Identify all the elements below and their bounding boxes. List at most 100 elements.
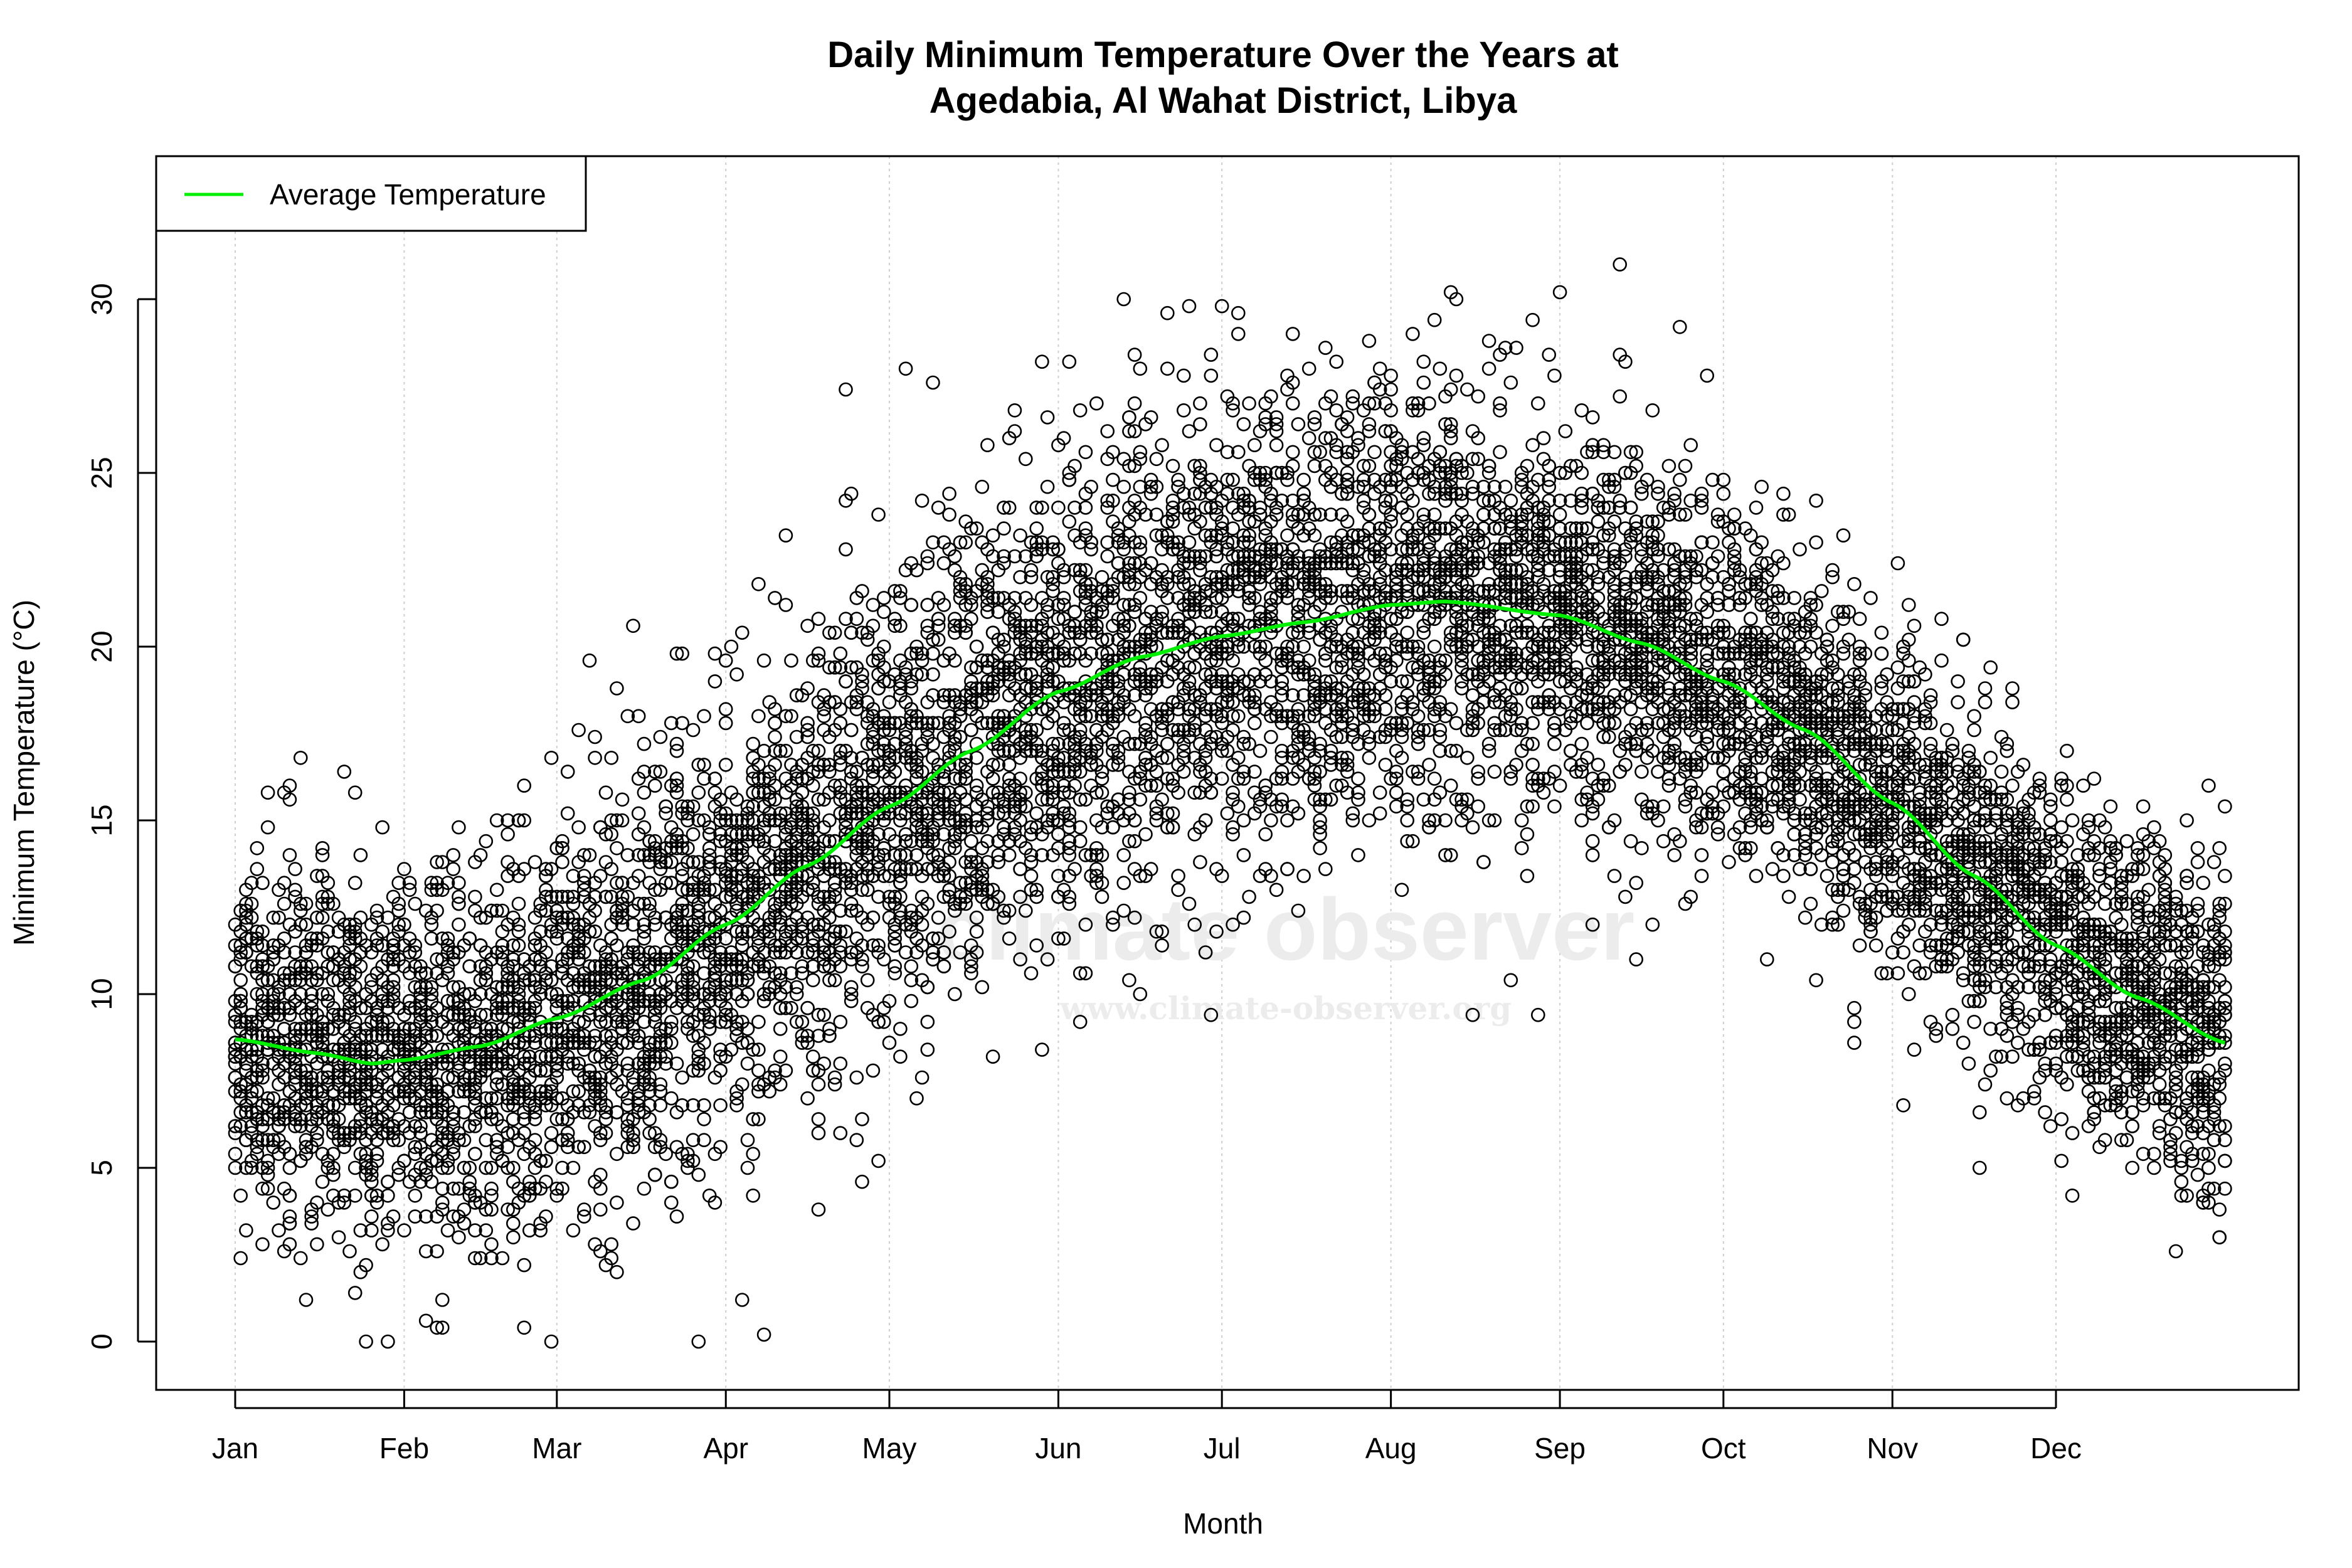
data-point xyxy=(664,1195,679,1210)
data-point xyxy=(839,542,853,557)
data-point xyxy=(233,1077,248,1092)
data-point xyxy=(593,1202,608,1217)
data-point xyxy=(250,841,265,856)
data-point xyxy=(686,723,701,738)
data-point xyxy=(369,1153,384,1168)
data-point xyxy=(250,1084,265,1099)
data-point xyxy=(452,1230,466,1245)
data-point xyxy=(331,1112,346,1126)
data-point xyxy=(610,1264,624,1279)
data-point xyxy=(866,1063,881,1078)
data-point xyxy=(375,938,390,953)
data-point xyxy=(320,959,336,973)
data-point xyxy=(255,959,270,973)
data-point xyxy=(255,1063,270,1078)
data-point xyxy=(244,1160,259,1175)
data-point xyxy=(364,1042,379,1057)
data-point xyxy=(1089,396,1104,411)
data-point xyxy=(369,903,384,918)
data-point xyxy=(331,1070,346,1085)
data-point xyxy=(778,528,793,543)
data-point xyxy=(381,1063,395,1078)
data-point xyxy=(948,987,962,1002)
data-point xyxy=(239,1223,253,1237)
data-point xyxy=(386,1209,401,1224)
data-point xyxy=(347,785,363,800)
data-point xyxy=(347,931,363,946)
data-point xyxy=(735,1293,750,1307)
data-point xyxy=(331,1230,346,1245)
data-point xyxy=(1035,1042,1049,1057)
data-point xyxy=(844,723,859,738)
data-point xyxy=(266,952,281,967)
data-point xyxy=(282,1189,297,1203)
data-point xyxy=(1301,361,1316,376)
data-point xyxy=(582,653,597,668)
data-point xyxy=(310,1126,324,1140)
data-point xyxy=(391,1167,406,1182)
data-point xyxy=(735,625,750,640)
data-point xyxy=(686,827,701,842)
data-point xyxy=(282,1209,297,1224)
chart-subtitle: Agedabia, Al Wahat District, Libya xyxy=(930,80,1517,121)
data-point xyxy=(369,1112,384,1126)
data-point xyxy=(746,1189,760,1203)
data-point xyxy=(468,1147,482,1162)
data-point xyxy=(571,820,586,835)
data-point xyxy=(255,1000,270,1015)
data-point xyxy=(914,1070,930,1085)
data-point xyxy=(260,1181,275,1196)
data-point xyxy=(626,618,640,633)
data-point xyxy=(299,1293,314,1307)
data-point xyxy=(326,1147,341,1162)
data-point xyxy=(347,876,363,890)
data-point xyxy=(1204,368,1219,383)
data-point xyxy=(610,681,624,696)
data-point xyxy=(1040,410,1055,425)
data-point xyxy=(277,1098,292,1113)
data-point xyxy=(228,1160,243,1175)
data-point xyxy=(746,1147,760,1162)
data-point xyxy=(228,1147,243,1162)
data-point xyxy=(304,1216,319,1231)
data-point xyxy=(1116,292,1131,307)
data-point xyxy=(833,1126,848,1140)
data-point xyxy=(1258,827,1273,842)
data-point xyxy=(1285,327,1300,341)
data-point xyxy=(359,1077,373,1092)
data-point xyxy=(942,486,956,501)
data-point xyxy=(277,896,292,911)
data-point xyxy=(871,1153,886,1168)
data-point xyxy=(740,1160,755,1175)
data-point xyxy=(648,778,662,793)
data-point xyxy=(337,1195,352,1210)
data-point xyxy=(751,709,766,724)
data-point xyxy=(860,973,875,988)
data-point xyxy=(233,973,248,988)
data-point xyxy=(1035,354,1049,369)
data-point xyxy=(1155,438,1169,453)
data-point xyxy=(320,1070,336,1085)
data-point xyxy=(272,910,286,925)
data-point xyxy=(839,382,853,397)
data-point xyxy=(555,855,569,869)
data-point xyxy=(304,1007,319,1022)
data-point xyxy=(691,785,706,800)
data-point xyxy=(277,1070,292,1085)
data-point xyxy=(293,1022,308,1036)
data-point xyxy=(277,876,292,890)
data-point xyxy=(233,945,248,960)
data-point xyxy=(784,653,798,668)
data-point xyxy=(631,806,646,821)
data-point xyxy=(1078,445,1093,460)
data-point xyxy=(342,993,357,1009)
data-point xyxy=(244,1015,259,1029)
data-point xyxy=(1269,438,1284,453)
data-point xyxy=(751,1015,766,1029)
data-point xyxy=(386,938,401,953)
data-point xyxy=(1248,438,1262,453)
data-point xyxy=(501,827,515,842)
data-point xyxy=(811,1112,826,1126)
data-point xyxy=(833,1056,848,1071)
